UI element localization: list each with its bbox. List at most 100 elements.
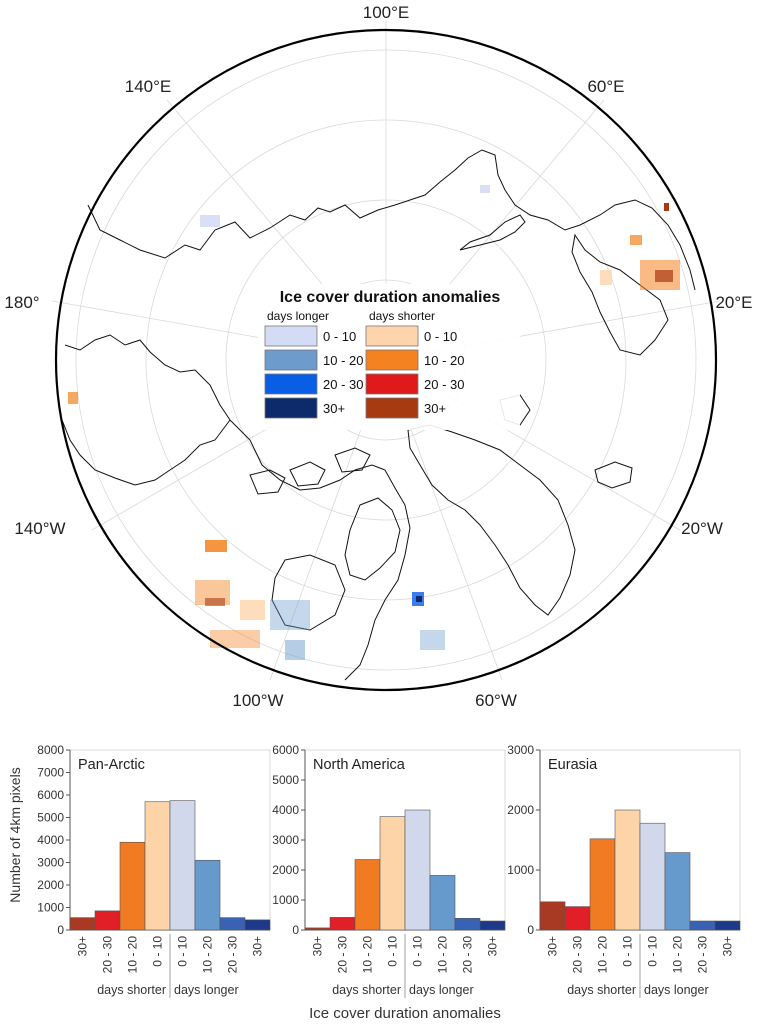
y-tick-label: 1000: [507, 863, 534, 877]
anomaly-patch: [210, 630, 260, 648]
x-tick-label: 10 - 20: [201, 936, 215, 974]
bar: [354, 859, 381, 931]
bar: [689, 920, 716, 931]
bar: [589, 838, 616, 931]
y-tick-label: 3000: [507, 743, 534, 757]
y-tick-label: 2000: [37, 878, 64, 892]
bar: [304, 927, 331, 931]
anomaly-patch: [600, 270, 612, 285]
x-tick-label: 30+: [311, 936, 325, 956]
bar: [404, 809, 431, 931]
x-tick-label: 0 - 10: [621, 936, 635, 967]
anomaly-patch: [630, 235, 642, 245]
x-tick-label: 20 - 30: [696, 936, 710, 974]
anomaly-longer-pixels: [200, 185, 490, 660]
y-tick-label: 2000: [272, 863, 299, 877]
y-tick-label: 2000: [507, 803, 534, 817]
bar: [479, 920, 506, 931]
y-tick-label: 1000: [272, 893, 299, 907]
longitude-label: 100°W: [232, 691, 283, 710]
panel-north-america: 0 1000 2000 3000 4000 5000 6000 30+ 20 - 30 10 - …: [272, 743, 506, 998]
legend-swatch: [264, 373, 318, 395]
bar: [639, 822, 666, 931]
anomaly-patch: [416, 596, 422, 602]
y-tick-label: 5000: [37, 811, 64, 825]
x-tick-label: 10 - 20: [671, 936, 685, 974]
legend-label: 0 - 10: [323, 329, 356, 344]
legend-heading-longer: days longer: [267, 309, 329, 323]
y-tick-label: 1000: [37, 901, 64, 915]
legend-label: 10 - 20: [323, 353, 363, 368]
y-tick-label: 3000: [272, 833, 299, 847]
x-tick-label: 0 - 10: [386, 936, 400, 967]
legend-swatch: [365, 325, 419, 347]
group-label-shorter: days shorter: [567, 983, 636, 997]
x-tick-label: 30+: [486, 936, 500, 956]
longitude-label: 140°W: [14, 519, 65, 538]
scandinavia-coastline: [571, 233, 669, 356]
bar: [194, 859, 221, 931]
arctic-polar-map: 100°E 140°E 60°E 180° 20°E 140°W 20°W 10…: [4, 3, 752, 710]
y-tick-label: 0: [292, 923, 299, 937]
coastlines: [61, 149, 696, 681]
y-tick-label: 7000: [37, 766, 64, 780]
baffin-island-coastline: [344, 497, 401, 581]
legend-label: 30+: [323, 401, 345, 416]
bar: [169, 800, 196, 931]
greenland-coastline: [407, 424, 576, 616]
x-tick-label: 20 - 30: [226, 936, 240, 974]
bar: [219, 917, 246, 931]
group-label-longer: days longer: [644, 983, 709, 997]
bar: [454, 918, 481, 931]
panel-eurasia: 0 1000 2000 3000 30+ 20 - 30 10 - 20 0 - 10 0 - …: [507, 743, 741, 998]
x-tick-label: 30+: [721, 936, 735, 956]
anomaly-patch: [655, 270, 673, 282]
anomaly-shorter-pixels: [68, 203, 680, 648]
longitude-label: 140°E: [125, 77, 172, 96]
archipelago-island: [334, 447, 371, 473]
legend-swatch: [264, 325, 318, 347]
x-tick-label: 10 - 20: [436, 936, 450, 974]
bar: [539, 901, 566, 931]
panel-title: Pan-Arctic: [78, 757, 145, 773]
legend-title: Ice cover duration anomalies: [280, 289, 501, 306]
panel-pan-arctic: 0 1000 2000 3000 4000 5000 6000 7000 8000 30+ 20 -…: [37, 743, 271, 998]
longitude-label: 60°E: [587, 77, 624, 96]
legend-label: 10 - 20: [424, 353, 464, 368]
longitude-label: 60°W: [475, 691, 517, 710]
bar: [119, 841, 146, 931]
map-boundary: [54, 28, 718, 692]
x-tick-label: 20 - 30: [461, 936, 475, 974]
anomaly-patch: [270, 600, 310, 630]
x-tick-label: 0 - 10: [151, 936, 165, 967]
histogram-panels: Number of 4km pixels 0 1000 2000 3000 4000 50…: [7, 743, 741, 1022]
x-tick-label: 10 - 20: [596, 936, 610, 974]
panel-title: North America: [313, 757, 406, 773]
hudson-bay-coastline: [271, 554, 346, 631]
x-tick-label: 30+: [251, 936, 265, 956]
group-label-longer: days longer: [174, 983, 239, 997]
y-tick-label: 5000: [272, 773, 299, 787]
x-tick-label: 10 - 20: [126, 936, 140, 974]
legend-label: 20 - 30: [424, 377, 464, 392]
x-tick-label: 0 - 10: [646, 936, 660, 967]
legend-swatch: [365, 349, 419, 371]
y-axis-title: Number of 4km pixels: [7, 767, 23, 902]
legend-swatch: [264, 397, 318, 419]
group-label-longer: days longer: [409, 983, 474, 997]
legend-swatch: [365, 373, 419, 395]
bar: [564, 906, 591, 931]
longitude-label: 100°E: [363, 3, 410, 22]
y-tick-label: 0: [57, 923, 64, 937]
longitude-label: 20°E: [715, 293, 752, 312]
bar: [429, 875, 456, 931]
legend-swatch: [264, 349, 318, 371]
alaska-coastline: [61, 334, 231, 486]
legend-heading-shorter: days shorter: [369, 309, 435, 323]
bar: [69, 917, 96, 931]
x-tick-label: 10 - 20: [361, 936, 375, 974]
archipelago-island: [249, 469, 286, 495]
longitude-label: 20°W: [681, 519, 723, 538]
y-tick-label: 6000: [37, 788, 64, 802]
x-axis-title: Ice cover duration anomalies: [309, 1005, 501, 1022]
